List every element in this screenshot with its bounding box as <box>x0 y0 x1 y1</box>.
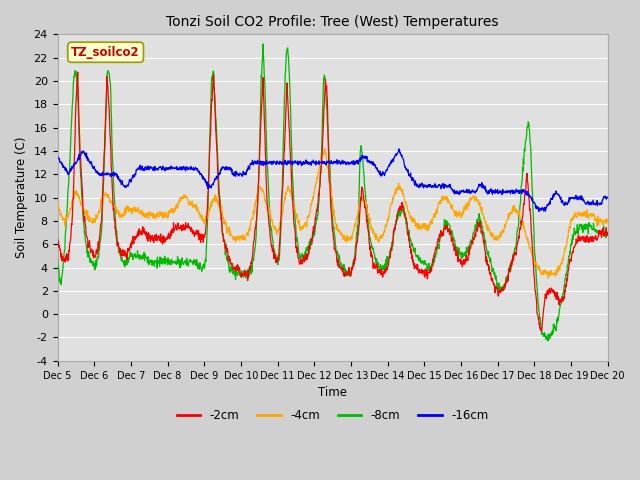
X-axis label: Time: Time <box>318 386 347 399</box>
Text: TZ_soilco2: TZ_soilco2 <box>71 46 140 59</box>
Y-axis label: Soil Temperature (C): Soil Temperature (C) <box>15 137 28 258</box>
Legend: -2cm, -4cm, -8cm, -16cm: -2cm, -4cm, -8cm, -16cm <box>172 404 493 427</box>
Title: Tonzi Soil CO2 Profile: Tree (West) Temperatures: Tonzi Soil CO2 Profile: Tree (West) Temp… <box>166 15 499 29</box>
